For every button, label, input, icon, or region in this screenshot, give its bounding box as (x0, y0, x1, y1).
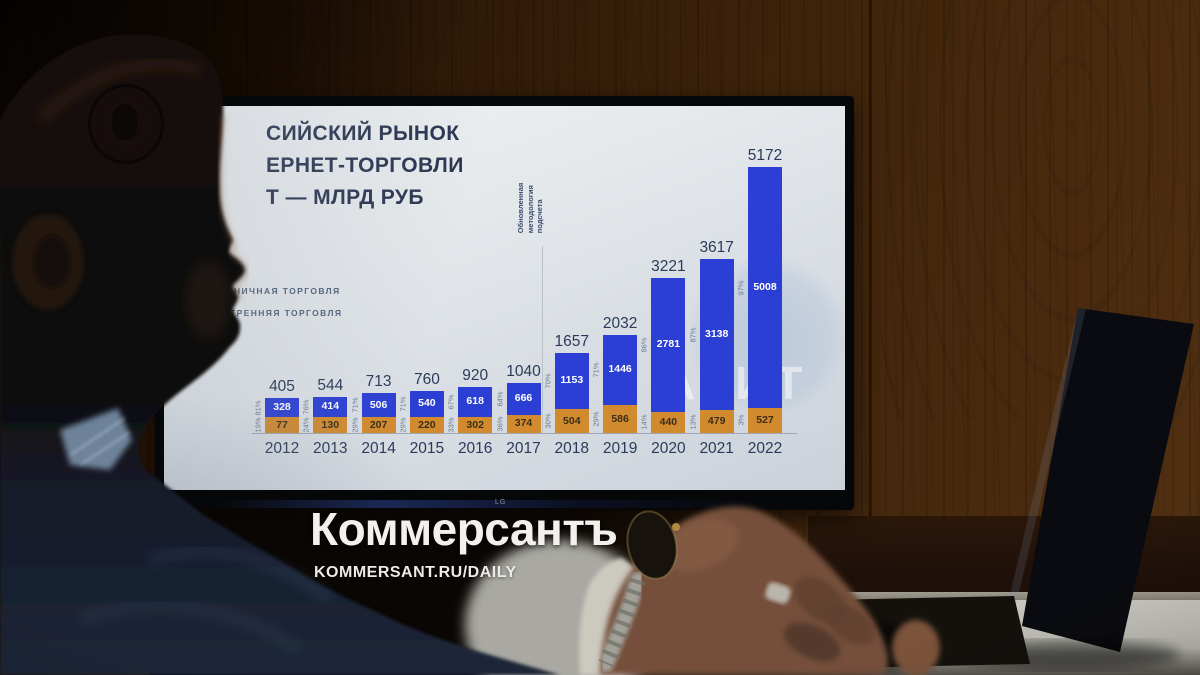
percent-label-domestic: 71% (398, 396, 408, 412)
percent-label-domestic: 67% (446, 394, 456, 410)
wood-panel-seam (869, 0, 872, 540)
bar-total-label: 3221 (651, 258, 686, 276)
bar-segment-domestic-2020 (651, 278, 686, 412)
bar-value-domestic: 666 (514, 392, 533, 405)
percent-label-cross-border: 33% (446, 417, 456, 433)
bar-segment-cross-border-2019 (603, 404, 638, 433)
bar-total-label: 2032 (602, 315, 638, 333)
bar-total-label: 1657 (554, 333, 590, 351)
tv-frame: АКИТ СИЙСКИЙ РЫНОК ЕРНЕТ-ТОРГОВЛИ Т — МЛ… (155, 96, 854, 510)
x-axis-year-label: 2019 (602, 440, 638, 457)
bar-value-cross-border: 440 (659, 415, 678, 428)
bar-value-domestic: 540 (418, 397, 436, 410)
percent-label-cross-border: 14% (639, 414, 649, 430)
bar-value-cross-border: 130 (321, 419, 340, 431)
bar-value-cross-border: 77 (276, 419, 288, 431)
bar-value-cross-border: 302 (466, 419, 484, 431)
bar-segment-domestic-2019 (603, 335, 638, 405)
x-axis-year-label: 2020 (651, 440, 686, 457)
percent-label-cross-border: 30% (543, 413, 553, 429)
bar-segment-domestic-2022 (748, 167, 782, 408)
bar-value-cross-border: 504 (563, 414, 581, 427)
percent-label-domestic: 86% (639, 337, 649, 353)
bar-value-cross-border: 220 (418, 419, 436, 431)
x-axis-year-label: 2018 (554, 440, 590, 457)
bar-value-domestic: 618 (466, 395, 484, 408)
percent-label-cross-border: 29% (350, 417, 360, 433)
percent-label-domestic: 87% (688, 327, 698, 343)
bar-value-domestic: 1446 (608, 363, 632, 376)
x-axis-line (252, 433, 797, 434)
bar-value-domestic: 2781 (656, 338, 681, 351)
x-axis-year-label: 2022 (747, 440, 783, 457)
percent-label-cross-border: 36% (495, 416, 504, 432)
bar-segment-cross-border-2021 (699, 410, 734, 433)
bar-value-cross-border: 207 (369, 419, 388, 431)
bar-value-domestic: 5008 (753, 281, 777, 294)
wood-cathedral-pattern (880, 0, 1200, 420)
bar-value-cross-border: 586 (611, 412, 629, 425)
percent-label-domestic: 64% (495, 391, 504, 407)
bar-value-cross-border: 374 (514, 417, 533, 430)
bar-total-label: 3617 (699, 239, 734, 257)
percent-label-cross-border: 24% (301, 417, 311, 433)
eagle-shape (112, 104, 138, 140)
lower-wall-band (808, 516, 1200, 602)
bar-segment-domestic-2021 (699, 259, 734, 410)
percent-label-domestic: 76% (301, 399, 311, 415)
bar-segment-cross-border-2020 (651, 411, 686, 433)
bar-segment-domestic-2018 (554, 353, 589, 409)
bar-value-domestic: 414 (321, 400, 340, 413)
percent-label-cross-border: 19% (253, 417, 263, 433)
tv-screen: АКИТ СИЙСКИЙ РЫНОК ЕРНЕТ-ТОРГОВЛИ Т — МЛ… (164, 106, 845, 490)
bar-total-label: 5172 (747, 147, 783, 165)
percent-label-domestic: 81% (253, 399, 263, 416)
percent-label-domestic: 71% (350, 397, 360, 413)
kommersant-site-url: KOMMERSANT.RU/DAILY (314, 564, 517, 581)
bar-value-domestic: 3138 (705, 328, 729, 341)
bar-segment-cross-border-2018 (554, 408, 589, 433)
kommersant-eagle-emblem-watermark (88, 84, 164, 164)
percent-label-cross-border: 13% (688, 413, 698, 430)
percent-label-domestic: 71% (591, 362, 601, 378)
x-axis-year-label: 2021 (699, 440, 734, 457)
percent-label-domestic: 97% (736, 279, 746, 296)
bar-value-cross-border: 527 (756, 413, 774, 426)
percent-label-cross-border: 29% (398, 417, 408, 433)
bar-segment-cross-border-2022 (748, 407, 782, 433)
percent-label-cross-border: 3% (736, 414, 746, 426)
percent-label-cross-border: 29% (591, 411, 601, 427)
bar-value-domestic: 1153 (560, 374, 584, 387)
bar-value-domestic: 328 (273, 401, 291, 413)
bar-value-cross-border: 479 (707, 415, 726, 427)
bar-value-domestic: 506 (369, 398, 388, 411)
kommersant-masthead: Коммерсантъ (310, 503, 618, 555)
percent-label-domestic: 70% (543, 373, 553, 389)
